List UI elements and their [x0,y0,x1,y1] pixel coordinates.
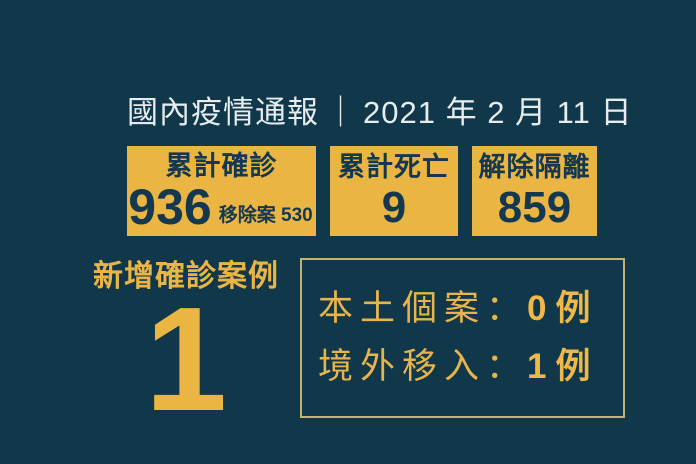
imported-cases-value: 1 [527,347,547,386]
cumulative-confirmed-label: 累計確診 [165,151,278,181]
case-breakdown-box: 本土個案 ： 0 例 境外移入 ： 1 例 [300,258,625,418]
stats-row: 累計確診 936 移除案 530 累計死亡 9 解除隔離 859 [127,146,597,236]
breakdown-row-local: 本土個案 ： 0 例 [318,287,623,331]
stat-card-cumulative-confirmed: 累計確診 936 移除案 530 [127,146,316,236]
imported-cases-unit: 例 [555,347,591,386]
released-isolation-value: 859 [497,183,572,232]
title-separator: ｜ [325,95,357,130]
new-cases-value: 1 [144,277,228,442]
removed-cases-note: 移除案 530 [218,205,313,226]
cumulative-confirmed-value: 936 [128,179,212,235]
new-cases-label: 新增確診案例 [93,260,279,293]
page-title: 國內疫情通報｜ 2021 年 2 月 11 日 [127,94,632,132]
report-name: 國內疫情通報 [127,95,319,130]
cumulative-confirmed-value-row: 936 移除案 530 [127,179,316,235]
cumulative-deaths-value: 9 [381,183,407,232]
local-cases-value: 0 [527,289,547,328]
stat-card-released-isolation: 解除隔離 859 [472,146,597,236]
imported-cases-label: 境外移入 [318,347,487,386]
stat-card-cumulative-deaths: 累計死亡 9 [330,146,458,236]
report-date: 2021 年 2 月 11 日 [363,95,633,130]
released-isolation-label: 解除隔離 [478,152,591,182]
local-cases-label: 本土個案 [318,289,487,328]
cumulative-deaths-label: 累計死亡 [338,152,450,182]
new-cases-section: 新增確診案例 1 [76,257,296,442]
breakdown-row-imported: 境外移入 ： 1 例 [318,345,623,389]
imported-cases-colon: ： [486,347,522,386]
local-cases-unit: 例 [555,289,591,328]
local-cases-colon: ： [486,289,522,328]
